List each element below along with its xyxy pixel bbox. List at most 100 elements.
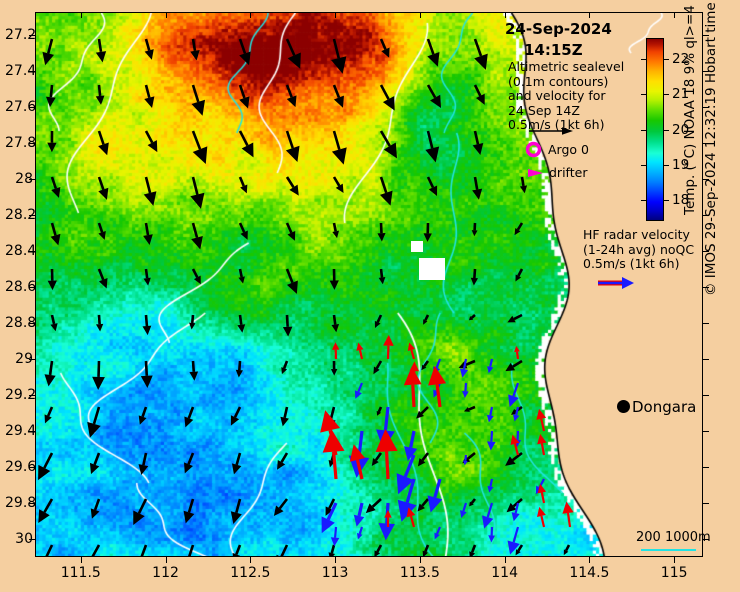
altimetry-velocity-arrow	[232, 544, 242, 556]
description-line-2: and velocity for	[508, 88, 606, 104]
altimetry-velocity-arrow	[44, 360, 56, 387]
altimetry-velocity-arrow	[471, 222, 478, 237]
altimetry-velocity-arrow	[280, 406, 289, 427]
y-tick-right	[703, 467, 709, 469]
altimetry-velocity-arrow	[331, 314, 340, 333]
altimetry-velocity-arrow	[505, 451, 523, 466]
y-tick	[29, 71, 35, 73]
x-tick-top	[335, 12, 337, 18]
hf-radar-velocity-arrow	[407, 342, 416, 360]
y-tick-right	[703, 539, 709, 540]
y-tick-label: 27.2	[5, 27, 37, 44]
hf-radar-velocity-arrow	[459, 358, 469, 378]
altimetry-velocity-arrow	[507, 313, 523, 323]
altimetry-velocity-arrow	[426, 176, 438, 197]
altimetry-velocity-arrow	[519, 176, 528, 194]
altimetry-velocity-arrow	[231, 452, 242, 475]
altimetry-velocity-arrow	[44, 406, 54, 424]
x-tick	[589, 557, 591, 563]
legend-drifter-label: drifter	[549, 165, 588, 180]
y-tick-right	[703, 71, 709, 73]
altimetry-velocity-arrow	[47, 268, 57, 291]
x-tick-top	[674, 12, 676, 18]
x-tick	[335, 557, 337, 563]
y-tick-right	[703, 215, 709, 217]
altimetry-velocity-arrow	[140, 360, 153, 388]
altimetry-velocity-arrow	[422, 544, 430, 556]
hf-radar-velocity-arrow	[460, 502, 468, 518]
altimetry-velocity-arrow	[87, 406, 101, 438]
altimetry-velocity-arrow	[238, 84, 250, 109]
altimetry-velocity-arrow	[371, 452, 383, 466]
y-tick	[29, 395, 35, 397]
hf-radar-velocity-arrow	[356, 526, 364, 540]
altimetry-velocity-arrow	[285, 38, 301, 69]
altimetry-velocity-arrow	[470, 268, 478, 286]
altimetry-velocity-arrow	[50, 176, 61, 198]
velocity-reference-arrow	[529, 127, 573, 135]
altimetry-velocity-arrow	[191, 222, 203, 250]
hf-radar-velocity-arrow	[378, 502, 395, 541]
float-id-label-box	[411, 241, 423, 252]
x-tick	[674, 557, 676, 563]
x-tick	[80, 557, 82, 563]
colorbar	[646, 38, 664, 221]
y-tick	[29, 359, 35, 361]
hf-radar-line-2: 0.5m/s (1kt 6h)	[583, 256, 680, 272]
altimetry-velocity-arrow	[191, 268, 201, 285]
x-tick-label: 115	[660, 565, 688, 581]
altimetry-velocity-arrow	[332, 84, 344, 108]
altimetry-velocity-arrow	[379, 38, 390, 58]
y-tick	[29, 323, 35, 325]
y-tick-right	[703, 395, 709, 397]
map-plot-area[interactable]	[35, 12, 703, 557]
altimetry-velocity-arrow	[506, 498, 523, 513]
altimetry-velocity-arrow	[276, 544, 289, 556]
altimetry-velocity-arrow	[140, 544, 148, 556]
hf-radar-velocity-arrow	[427, 478, 443, 513]
altimetry-velocity-arrow	[417, 498, 429, 512]
hf-radar-velocity-arrow	[375, 428, 398, 480]
colorbar-tick	[664, 94, 669, 96]
altimetry-velocity-arrow	[473, 38, 488, 70]
x-tick-label: 114	[491, 565, 518, 581]
hf-radar-velocity-arrow	[507, 526, 520, 555]
y-tick	[29, 143, 35, 145]
altimetry-velocity-arrow	[285, 268, 298, 294]
altimetry-velocity-arrow	[238, 176, 248, 194]
colorbar-tick	[641, 129, 646, 131]
altimetry-velocity-arrow	[285, 130, 300, 162]
altimetry-velocity-arrow	[379, 130, 397, 159]
altimetry-velocity-arrow	[416, 406, 429, 419]
hf-radar-velocity-arrow	[353, 502, 365, 527]
altimetry-velocity-arrow	[144, 84, 155, 109]
hf-radar-velocity-arrow	[321, 502, 338, 534]
altimetry-velocity-arrow	[472, 130, 484, 156]
hf-radar-velocity-arrow	[487, 358, 494, 374]
scale-bar-label: 200 1000m	[636, 530, 711, 545]
altimetry-velocity-arrow	[235, 360, 243, 378]
altimetry-velocity-arrow	[189, 360, 199, 381]
altimetry-velocity-arrow	[373, 360, 383, 375]
time-label: 14:15Z	[524, 41, 583, 59]
colorbar-tick-label: 19	[672, 156, 690, 173]
altimetry-velocity-arrow	[514, 222, 524, 236]
x-tick-label: 111.5	[60, 565, 101, 581]
y-tick-label: 29.6	[5, 459, 37, 476]
colorbar-tick	[664, 129, 669, 131]
y-tick-right	[703, 107, 709, 109]
hf-radar-velocity-arrow	[487, 430, 496, 451]
date-label: 24-Sep-2024	[505, 20, 612, 38]
y-tick-right	[703, 431, 709, 433]
y-tick	[29, 539, 35, 540]
hf-radar-velocity-arrow	[482, 502, 494, 529]
altimetry-velocity-arrow	[188, 544, 195, 556]
dongara-label: Dongara	[632, 398, 697, 416]
altimetry-velocity-arrow	[230, 498, 242, 524]
hf-radar-velocity-arrow	[396, 454, 416, 495]
dongara-marker	[617, 400, 630, 413]
y-tick-label: 27.8	[5, 135, 37, 152]
hf-radar-velocity-arrow	[537, 483, 547, 504]
altimetry-velocity-arrow	[50, 314, 58, 332]
altimetry-velocity-arrow	[423, 314, 430, 325]
